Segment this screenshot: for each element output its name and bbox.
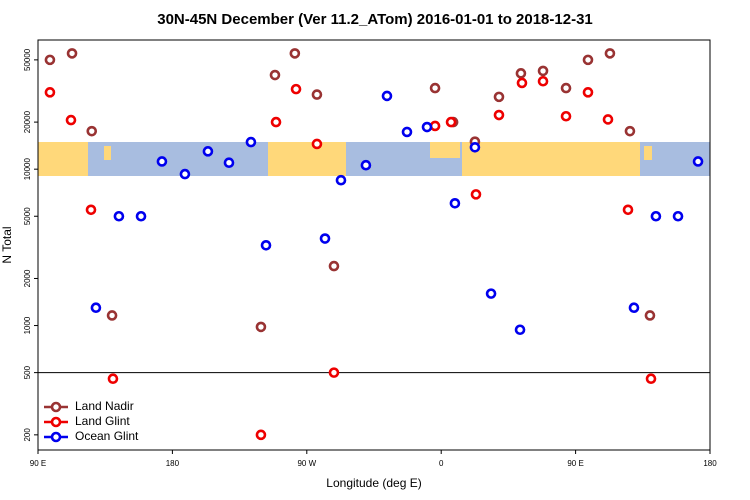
data-point (560, 110, 572, 122)
y-tick-label: 2000 (23, 269, 32, 287)
y-tick-label: 20000 (23, 110, 32, 133)
data-point (289, 48, 301, 59)
data-point (106, 310, 118, 321)
legend-label: Ocean Glint (75, 429, 139, 443)
x-tick-label: 180 (703, 459, 717, 468)
plot-frame (37, 39, 711, 451)
data-point (692, 156, 704, 167)
data-point (311, 89, 323, 100)
x-tick-label: 90 W (297, 459, 316, 468)
data-point (582, 87, 594, 98)
y-tick-label: 200 (23, 428, 32, 442)
data-point (401, 126, 413, 138)
data-point (107, 373, 119, 385)
data-point (470, 189, 482, 200)
data-point (644, 310, 656, 321)
data-point (381, 90, 393, 102)
data-point (223, 157, 235, 169)
legend-marker (50, 401, 62, 413)
x-tick-label: 90 E (567, 459, 583, 468)
data-point (86, 125, 98, 137)
chart-title: 30N-45N December (Ver 11.2_ATom) 2016-01… (157, 11, 593, 28)
data-point (44, 54, 56, 66)
data-point (328, 367, 340, 378)
data-point (44, 87, 56, 98)
data-point (245, 136, 257, 148)
data-point (260, 239, 272, 251)
data-point (624, 125, 636, 137)
data-point (85, 204, 97, 216)
data-point (445, 116, 457, 128)
data-point (335, 174, 347, 186)
map-band (38, 142, 710, 176)
data-point (672, 210, 684, 222)
data-point (515, 68, 527, 79)
data-point (311, 138, 323, 150)
data-point (319, 233, 331, 244)
data-point (645, 373, 657, 385)
x-tick-label: 90 E (30, 459, 46, 468)
data-point (469, 142, 481, 153)
y-axis-label: N Total (0, 226, 14, 263)
legend-marker (50, 416, 62, 428)
data-point (449, 198, 461, 209)
y-tick-label: 10000 (23, 158, 32, 181)
data-point (514, 324, 526, 336)
data-point (202, 146, 214, 157)
data-point (255, 429, 267, 441)
data-point (628, 302, 640, 314)
data-point (560, 82, 572, 94)
data-point (113, 210, 125, 222)
data-point (255, 321, 267, 333)
data-point (602, 114, 614, 125)
data-point (493, 109, 505, 121)
data-point (360, 159, 372, 171)
data-point (537, 75, 549, 87)
data-point (421, 121, 433, 133)
data-point (65, 114, 77, 126)
y-tick-label: 50000 (23, 48, 32, 71)
data-point (328, 260, 340, 272)
x-tick-label: 180 (166, 459, 180, 468)
data-point (516, 77, 528, 89)
data-point (269, 69, 281, 81)
data-point (290, 83, 302, 95)
data-point (622, 204, 634, 216)
x-axis-label: Longitude (deg E) (326, 476, 421, 490)
data-point (650, 210, 662, 222)
data-point (493, 91, 505, 103)
data-point (135, 210, 147, 222)
data-point (270, 116, 282, 128)
data-point (537, 65, 549, 77)
legend-marker (50, 431, 62, 443)
data-point (429, 82, 441, 94)
data-point (582, 54, 594, 66)
data-point (485, 288, 497, 299)
legend-label: Land Nadir (75, 399, 134, 413)
y-tick-label: 500 (23, 365, 32, 379)
data-point (90, 302, 102, 314)
y-tick-label: 5000 (23, 207, 32, 225)
data-point (66, 48, 78, 59)
data-point (179, 168, 191, 180)
x-tick-label: 0 (439, 459, 444, 468)
data-point (156, 156, 168, 167)
legend-label: Land Glint (75, 414, 130, 428)
data-point (604, 48, 616, 59)
y-tick-label: 1000 (23, 316, 32, 334)
data-point (429, 120, 441, 132)
